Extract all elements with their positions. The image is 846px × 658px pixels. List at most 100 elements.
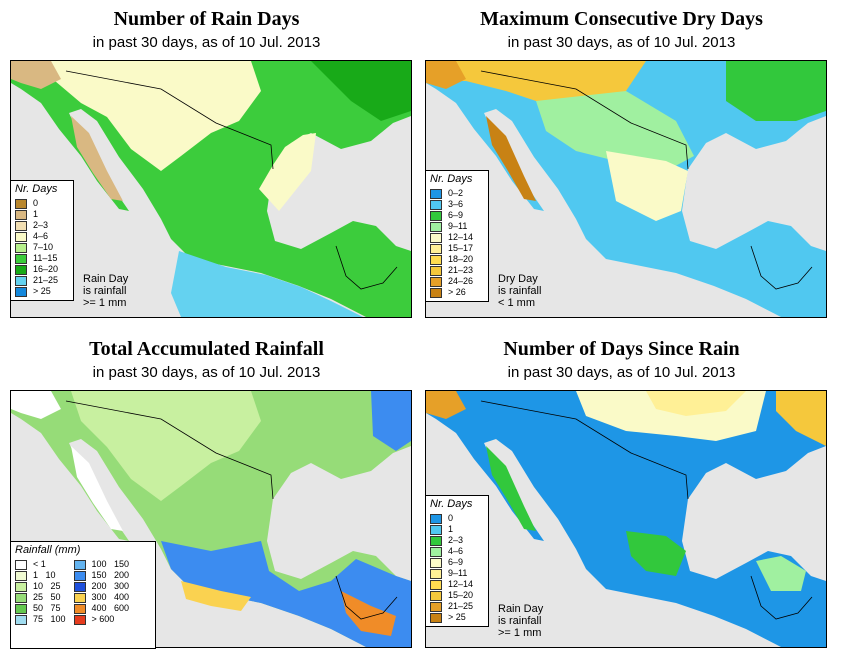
panel-title: Maximum Consecutive Dry Days <box>480 8 763 30</box>
legend-swatch <box>15 614 27 625</box>
legend-swatch <box>430 524 442 535</box>
legend-label: 400 600 <box>91 603 130 613</box>
legend-item: 0–2 <box>430 188 484 199</box>
legend-label: 3–6 <box>448 199 464 209</box>
legend-title: Rainfall (mm) <box>15 544 81 556</box>
panel-title: Number of Days Since Rain <box>503 338 740 360</box>
legend-item: 12–14 <box>430 579 484 590</box>
legend-item: 2–3 <box>430 535 484 546</box>
legend-swatch <box>430 199 442 210</box>
legend-title: Nr. Days <box>430 498 473 510</box>
legend-swatch <box>73 581 86 592</box>
legend-label: 2–3 <box>448 535 464 545</box>
legend-swatch <box>430 265 442 276</box>
panel-dry-days: Maximum Consecutive Dry Days in past 30 … <box>415 0 828 320</box>
legend-label: 1 10 <box>33 570 56 580</box>
legend-swatch <box>15 220 27 231</box>
legend-item: 6–9 <box>430 557 484 568</box>
legend-label: 50 75 <box>33 603 61 613</box>
legend-swatch <box>430 232 442 243</box>
note-line: Dry Day <box>498 273 538 285</box>
legend-swatch <box>430 210 442 221</box>
legend-swatch <box>15 570 27 581</box>
legend-swatch <box>430 535 442 546</box>
legend-swatch <box>430 513 442 524</box>
legend-label: 0–2 <box>448 188 464 198</box>
legend-note: Dry Day is rainfall < 1 mm <box>498 273 541 309</box>
legend-label: 4–6 <box>448 546 464 556</box>
legend-item: 7–10 <box>15 242 69 253</box>
legend-label: 75 100 <box>33 614 66 624</box>
legend-item: 9–11 <box>430 568 484 579</box>
legend-item: 2–3 <box>15 220 69 231</box>
legend-swatch <box>430 221 442 232</box>
legend-label: > 26 <box>448 287 466 297</box>
legend-label: 12–14 <box>448 232 474 242</box>
legend-item: 3–6 <box>430 199 484 210</box>
legend-label: > 600 <box>91 614 115 624</box>
legend-item: 400 600 <box>73 603 130 614</box>
legend-label: 21–23 <box>448 265 474 275</box>
legend-item: 200 300 <box>73 581 130 592</box>
panel-title: Number of Rain Days <box>113 8 300 30</box>
legend-label: 21–25 <box>33 275 59 285</box>
legend-item: 15–20 <box>430 590 484 601</box>
legend-swatch <box>15 592 27 603</box>
note-line: >= 1 mm <box>498 627 542 639</box>
legend-label: 12–14 <box>448 579 474 589</box>
legend-item: 4–6 <box>15 231 69 242</box>
legend-item: 21–25 <box>15 275 69 286</box>
legend-item: 11–15 <box>15 253 69 264</box>
map-canvas <box>426 391 826 647</box>
legend-label: 200 300 <box>91 581 130 591</box>
panel-subtitle: in past 30 days, as of 10 Jul. 2013 <box>92 34 321 51</box>
note-line: Rain Day <box>83 273 129 285</box>
legend-item: > 25 <box>15 286 69 297</box>
legend-item: 9–11 <box>430 221 484 232</box>
legend-label: 6–9 <box>448 557 464 567</box>
legend-item: 21–23 <box>430 265 484 276</box>
legend-item: 18–20 <box>430 254 484 265</box>
note-line: < 1 mm <box>498 297 535 309</box>
legend-swatch <box>430 287 442 298</box>
legend-swatch <box>15 242 27 253</box>
legend-label: 7–10 <box>33 242 54 252</box>
legend-items: 0 1 2–3 4–6 6–9 9–11 12–14 15–20 21–25 > 25 <box>430 513 484 623</box>
legend-label: 10 25 <box>33 581 61 591</box>
legend-item: 75 100 <box>15 614 66 625</box>
legend-item: 12–14 <box>430 232 484 243</box>
legend-item: 150 200 <box>73 570 130 581</box>
legend-item: 300 400 <box>73 592 129 603</box>
legend-item: 50 75 <box>15 603 66 614</box>
legend-item: 1 10 <box>15 570 66 581</box>
legend-item: 4–6 <box>430 546 484 557</box>
map-canvas <box>426 61 826 317</box>
legend-swatch <box>430 601 442 612</box>
note-line: >= 1 mm <box>83 297 127 309</box>
legend-label: 100 150 <box>91 559 130 569</box>
legend-swatch <box>430 243 442 254</box>
legend-label: 0 <box>33 198 39 208</box>
legend-label: 4–6 <box>33 231 49 241</box>
legend-note: Rain Day is rainfall >= 1 mm <box>498 603 543 639</box>
legend-item: 6–9 <box>430 210 484 221</box>
legend-label: 1 <box>448 524 454 534</box>
map-days-since-rain <box>425 390 827 648</box>
legend-label: 9–11 <box>448 568 468 578</box>
legend-swatch <box>73 603 86 614</box>
legend-swatch <box>15 559 27 570</box>
legend-label: 1 <box>33 209 39 219</box>
legend-item: 16–20 <box>15 264 69 275</box>
legend-swatch <box>430 568 442 579</box>
legend-label: 150 200 <box>91 570 130 580</box>
legend-item: < 1 <box>15 559 66 570</box>
note-line: is rainfall <box>83 285 127 297</box>
legend-label: 9–11 <box>448 221 468 231</box>
legend-swatch <box>15 286 27 297</box>
legend-swatch <box>430 546 442 557</box>
legend-label: 15–17 <box>448 243 474 253</box>
legend-swatch <box>73 559 86 570</box>
